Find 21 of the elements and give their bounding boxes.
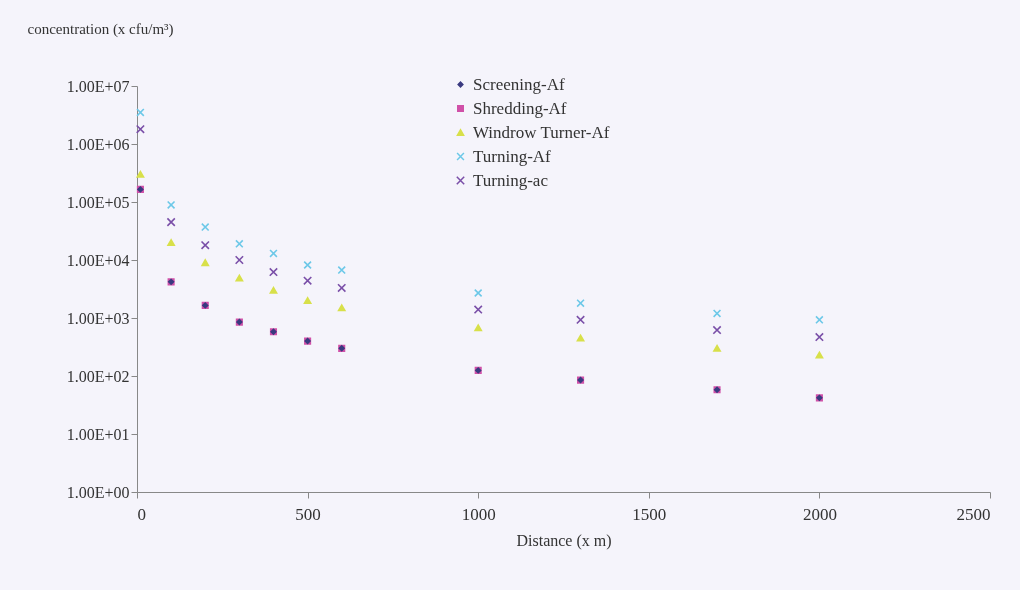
x-tick-label: 0: [137, 504, 146, 524]
y-axis-title: concentration (x cfu/m³): [27, 20, 174, 38]
y-tick-label: 1.00E+05: [66, 193, 130, 211]
y-tick-label: 1.00E+03: [66, 309, 130, 327]
y-tick-label: 1.00E+02: [66, 367, 130, 385]
x-tick-label: 1000: [461, 504, 496, 524]
legend-label: Turning-ac: [473, 170, 549, 190]
x-tick-label: 1500: [632, 504, 667, 524]
y-tick-label: 1.00E+01: [66, 425, 130, 443]
legend-label: Shredding-Af: [473, 98, 567, 118]
y-tick-label: 1.00E+00: [66, 483, 130, 501]
legend-label: Turning-Af: [473, 146, 552, 166]
legend-label: Windrow Turner-Af: [473, 122, 610, 142]
y-tick-label: 1.00E+07: [66, 77, 130, 95]
x-tick-label: 500: [295, 504, 321, 524]
x-tick-label: 2500: [956, 504, 991, 524]
y-tick-label: 1.00E+06: [66, 135, 130, 153]
y-tick-label: 1.00E+04: [66, 251, 130, 269]
x-axis-title: Distance (x m): [516, 531, 612, 550]
x-tick-label: 2000: [802, 504, 837, 524]
legend-label: Screening-Af: [473, 74, 565, 94]
